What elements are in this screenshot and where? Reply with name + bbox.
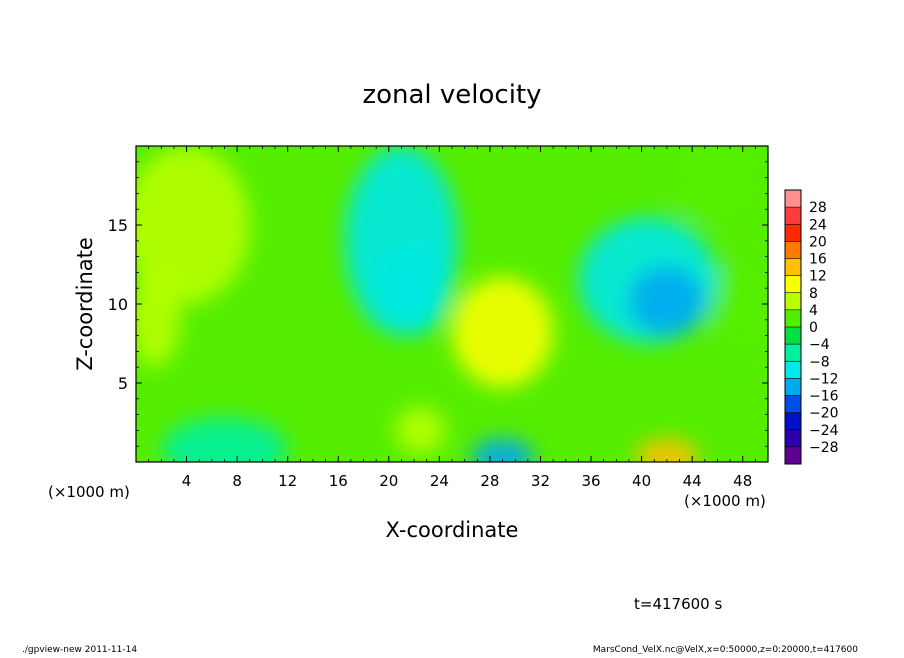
x-tick-label: 36 <box>581 472 600 490</box>
heatmap-blob <box>161 417 288 462</box>
colorbar-label: 0 <box>809 320 818 336</box>
colorbar-label: 28 <box>809 200 827 216</box>
heatmap-blob <box>704 256 768 352</box>
x-tick-label: 12 <box>278 472 297 490</box>
footer-right: MarsCond_VelX.nc@VelX,x=0:50000,z=0:2000… <box>593 645 858 654</box>
colorbar-label: 12 <box>809 269 827 285</box>
chart-title: zonal velocity <box>362 80 541 110</box>
colorbar-band <box>785 327 801 345</box>
colorbar-band <box>785 429 801 448</box>
x-tick-label: 28 <box>480 472 499 490</box>
heatmap-blobs <box>136 146 768 462</box>
x-tick-label: 24 <box>430 472 449 490</box>
y-tick-label: 10 <box>108 295 128 314</box>
x-tick-label: 8 <box>232 472 242 490</box>
colorbar-label: 8 <box>809 286 818 302</box>
heatmap-blob <box>628 266 705 336</box>
x-unit-label-right: (×1000 m) <box>684 492 766 510</box>
y-tick-label: 5 <box>118 374 128 393</box>
x-tick-label: 20 <box>379 472 398 490</box>
x-tick-label: 4 <box>182 472 192 490</box>
colorbar-band <box>785 275 801 294</box>
x-tick-label: 40 <box>632 472 651 490</box>
heatmap-blob <box>344 146 459 336</box>
colorbar-label: −4 <box>809 337 830 353</box>
colorbar-band <box>785 207 801 225</box>
colorbar-label: 16 <box>809 252 827 268</box>
colorbar-label: 20 <box>809 234 827 250</box>
colorbar-band <box>785 241 801 259</box>
colorbar-label: −28 <box>809 440 839 456</box>
heatmap-blob <box>136 146 250 304</box>
colorbar-label: −12 <box>809 371 839 387</box>
heatmap-blob <box>395 406 446 455</box>
colorbar-band <box>785 224 801 242</box>
x-unit-label-left: (×1000 m) <box>48 483 130 501</box>
time-label: t=417600 s <box>634 595 722 613</box>
heatmap-blob <box>666 146 768 225</box>
y-axis-label: Z-coordinate <box>73 237 97 371</box>
x-tick-label: 16 <box>329 472 348 490</box>
colorbar-band <box>785 412 801 431</box>
colorbar-label: −20 <box>809 406 839 422</box>
colorbar-band <box>785 344 801 362</box>
colorbar-band <box>785 446 801 465</box>
y-tick-label: 15 <box>108 216 128 235</box>
colorbar-label: −24 <box>809 423 839 439</box>
colorbar-band <box>785 190 801 208</box>
colorbar-band <box>785 258 801 276</box>
colorbar-band <box>785 378 801 396</box>
colorbar-band <box>785 361 801 379</box>
heatmap-blob <box>452 277 554 388</box>
colorbar-band <box>785 292 801 311</box>
colorbar-band <box>785 395 801 413</box>
x-tick-label: 48 <box>733 472 752 490</box>
footer-left: ./gpview-new 2011-11-14 <box>22 645 137 654</box>
x-axis-ticks: 4 8 12 16 20 24 28 32 36 40 44 48 <box>148 146 756 490</box>
colorbar-label: 24 <box>809 217 827 233</box>
colorbar-label: 4 <box>809 303 818 319</box>
colorbar-band <box>785 309 801 328</box>
x-tick-label: 44 <box>683 472 702 490</box>
colorbar-label: −16 <box>809 389 839 405</box>
heatmap-blob <box>470 438 535 462</box>
y-axis-ticks: 5 10 15 <box>108 161 768 447</box>
x-tick-label: 32 <box>531 472 550 490</box>
heatmap-blob <box>635 438 699 462</box>
heatmap-area <box>136 146 768 462</box>
colorbar-label: −8 <box>809 354 830 370</box>
x-axis-label: X-coordinate <box>386 518 519 542</box>
